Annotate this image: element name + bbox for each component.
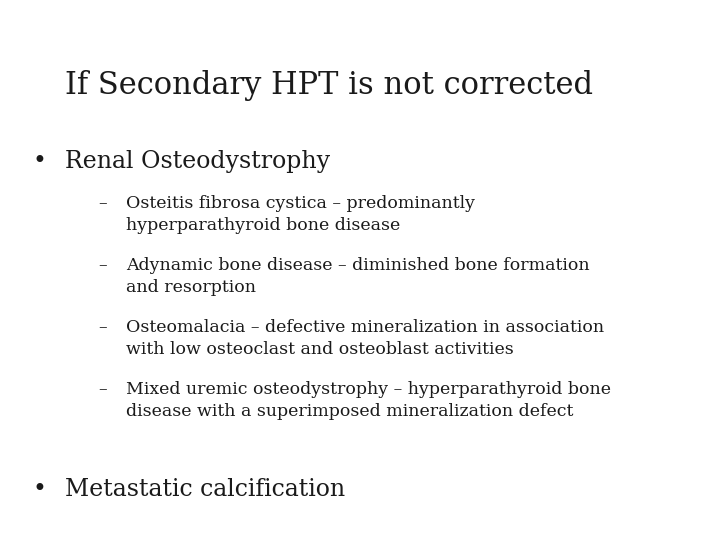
Text: Adynamic bone disease – diminished bone formation
and resorption: Adynamic bone disease – diminished bone … [126,257,590,295]
Text: –: – [99,381,107,398]
Text: •: • [32,150,46,173]
Text: Renal Osteodystrophy: Renal Osteodystrophy [65,150,330,173]
Text: –: – [99,257,107,274]
Text: Mixed uremic osteodystrophy – hyperparathyroid bone
disease with a superimposed : Mixed uremic osteodystrophy – hyperparat… [126,381,611,420]
Text: Osteitis fibrosa cystica – predominantly
hyperparathyroid bone disease: Osteitis fibrosa cystica – predominantly… [126,195,475,233]
Text: Metastatic calcification: Metastatic calcification [65,478,345,501]
Text: –: – [99,319,107,336]
Text: •: • [32,478,46,501]
Text: Osteomalacia – defective mineralization in association
with low osteoclast and o: Osteomalacia – defective mineralization … [126,319,604,357]
Text: If Secondary HPT is not corrected: If Secondary HPT is not corrected [65,70,593,101]
Text: –: – [99,195,107,212]
